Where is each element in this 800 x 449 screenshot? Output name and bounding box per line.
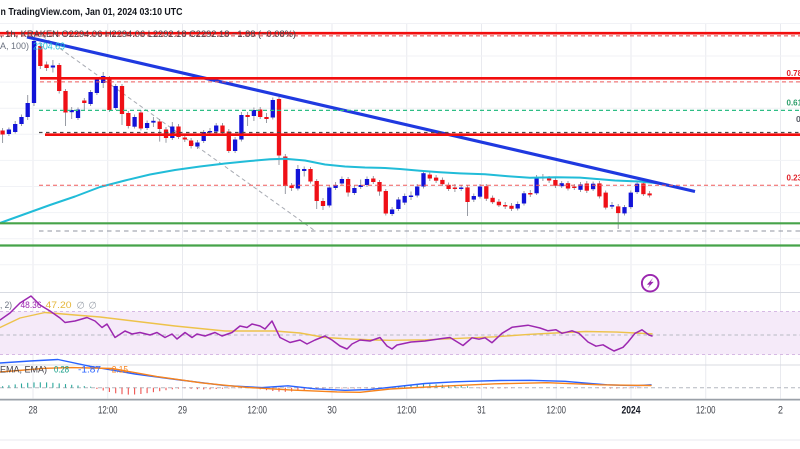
svg-text:31: 31 — [477, 405, 486, 417]
svg-text:∅: ∅ — [77, 301, 85, 312]
svg-text:0.28: 0.28 — [54, 364, 69, 375]
svg-text:28: 28 — [29, 405, 38, 417]
svg-text:n TradingView.com, Jan 01, 202: n TradingView.com, Jan 01, 2024 03:10 UT… — [1, 7, 183, 18]
svg-text:2024: 2024 — [622, 405, 641, 417]
svg-text:47.20: 47.20 — [46, 299, 72, 310]
svg-text:2304.69: 2304.69 — [33, 41, 65, 52]
svg-text:12:00: 12:00 — [696, 405, 716, 417]
svg-text:12:00: 12:00 — [547, 405, 567, 417]
svg-text:∅: ∅ — [89, 301, 97, 312]
svg-text:, 1h, KRAKEN O2294.06 H2294.: , 1h, KRAKEN O2294.06 H2294.06 L2292.18 … — [0, 28, 296, 39]
svg-text:A, 100): A, 100) — [0, 40, 29, 51]
svg-text:0.236: 0.236 — [787, 173, 800, 182]
svg-text:12:00: 12:00 — [248, 405, 268, 417]
svg-text:2: 2 — [778, 405, 783, 417]
svg-text:EMA, EMA): EMA, EMA) — [0, 364, 47, 375]
svg-text:29: 29 — [178, 405, 187, 417]
svg-text:12:00: 12:00 — [397, 405, 417, 417]
svg-text:48.36: 48.36 — [21, 299, 42, 310]
svg-text:0.5: 0.5 — [796, 115, 800, 124]
svg-text:, 2): , 2) — [0, 299, 12, 310]
svg-text:12:00: 12:00 — [98, 405, 118, 417]
svg-text:0.786: 0.786 — [787, 69, 800, 78]
svg-text:0.618: 0.618 — [787, 98, 800, 107]
svg-text:30: 30 — [327, 405, 337, 417]
svg-text:-2.15: -2.15 — [109, 364, 128, 375]
svg-text:-1.87: -1.87 — [78, 364, 101, 375]
